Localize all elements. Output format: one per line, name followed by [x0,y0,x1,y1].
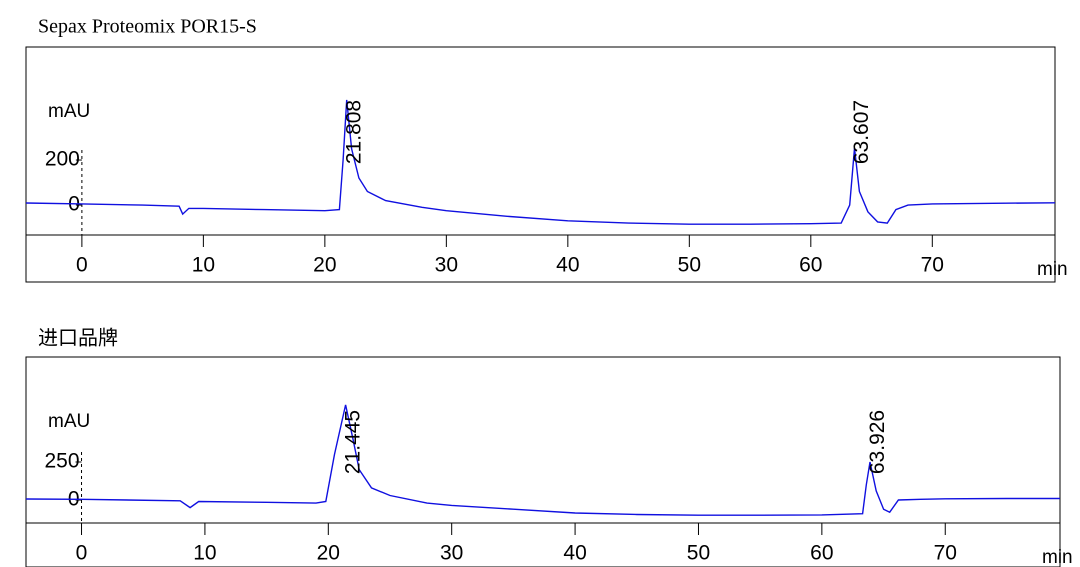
chart: Sepax Proteomix POR15-S 0 10 20 30 40 50 60 70 mi… [25,16,1068,283]
x-tick-label: 30 [440,542,463,565]
x-tick-label: 50 [687,542,710,565]
y-tick-label: 200 [45,148,80,171]
x-axis-label: min [1042,547,1073,567]
x-tick-label: 40 [556,254,579,277]
x-tick-label: 0 [76,254,88,277]
chromatogram-trace [25,404,1060,516]
x-tick-label: 0 [76,542,88,565]
x-tick-label: 20 [317,542,340,565]
x-tick-label: 30 [435,254,458,277]
x-tick-label: 70 [934,542,957,565]
chart-title: 进口品牌 [38,327,118,350]
peak-label: 63.607 [850,100,873,164]
y-axis-label: mAU [48,101,90,122]
y-tick-label: 250 [44,450,79,473]
peak-label: 21.445 [342,410,365,474]
frame [25,46,1056,283]
frame [25,356,1061,567]
chart-title: Sepax Proteomix POR15-S [38,16,257,38]
x-tick-label: 20 [313,254,336,277]
x-tick-label: 70 [921,254,944,277]
peak-label: 21.808 [342,100,365,164]
y-axis-label: mAU [48,411,90,432]
x-axis-label: min [1037,259,1068,280]
x-tick-label: 40 [563,542,586,565]
chromatogram-trace [25,99,1056,225]
x-tick-label: 50 [678,254,701,277]
x-tick-label: 10 [192,254,215,277]
x-tick-label: 60 [810,542,833,565]
x-tick-label: 60 [799,254,822,277]
x-tick-label: 10 [193,542,216,565]
peak-label: 63.926 [866,410,889,474]
